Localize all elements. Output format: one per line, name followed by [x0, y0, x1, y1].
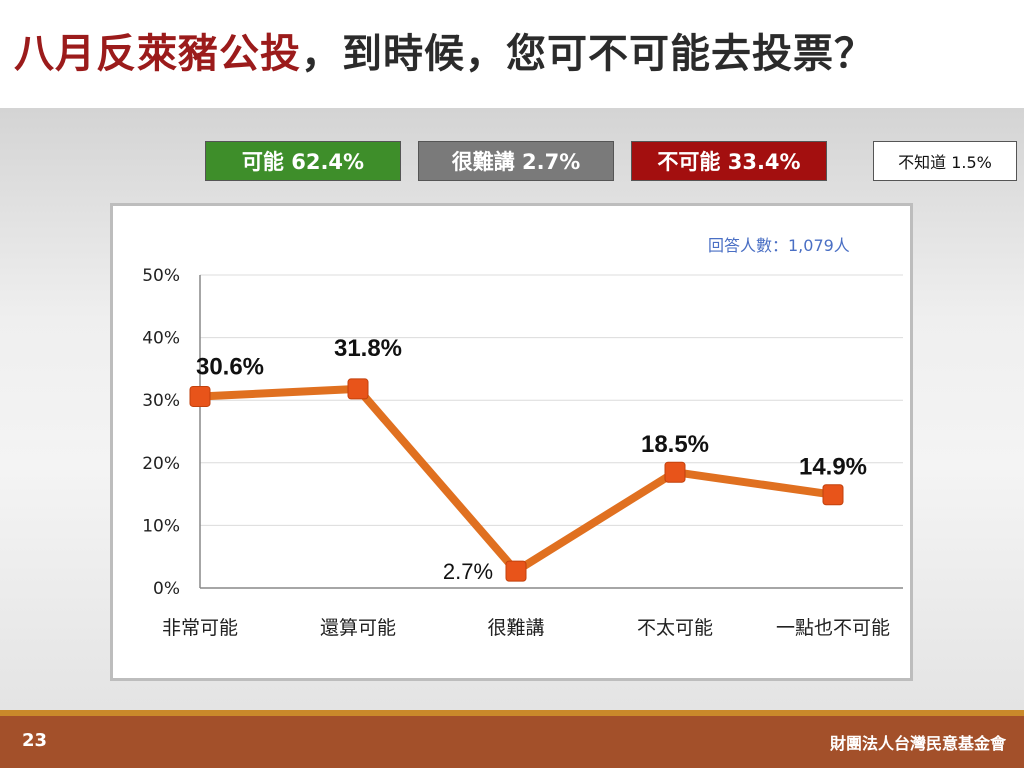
chart-panel	[110, 203, 913, 681]
title-bar: 八月反萊豬公投，到時候，您可不可能去投票？	[0, 0, 1024, 108]
y-tick-label: 10%	[142, 516, 180, 536]
x-tick-label: 非常可能	[162, 617, 238, 639]
data-label: 2.7%	[443, 559, 493, 584]
footer-divider	[0, 710, 1024, 716]
summary-likely-box: 可能 62.4%	[205, 141, 401, 181]
summary-hard-to-say-box: 很難講 2.7%	[418, 141, 614, 181]
title-rest: ，到時候，您可不可能去投票？	[301, 31, 875, 77]
data-label: 18.5%	[641, 431, 709, 458]
x-tick-label: 很難講	[487, 617, 544, 639]
data-point-marker	[347, 378, 369, 400]
data-point-marker	[189, 385, 211, 407]
y-tick-label: 30%	[142, 391, 180, 411]
data-point-marker	[505, 560, 527, 582]
footer-bar: 23 財團法人台灣民意基金會	[0, 716, 1024, 768]
respondent-count: 回答人數：1,079人	[708, 236, 850, 255]
data-point-marker	[664, 461, 686, 483]
organization-name: 財團法人台灣民意基金會	[829, 734, 1006, 753]
summary-unknown-box: 不知道 1.5%	[873, 141, 1017, 181]
page-title: 八月反萊豬公投，到時候，您可不可能去投票？	[14, 24, 875, 84]
x-tick-label: 不太可能	[637, 617, 713, 639]
data-label: 30.6%	[196, 353, 264, 380]
y-tick-label: 20%	[142, 454, 180, 474]
summary-unlikely-box: 不可能 33.4%	[631, 141, 827, 181]
page-number: 23	[22, 730, 48, 751]
y-tick-label: 50%	[142, 266, 180, 286]
data-label: 31.8%	[334, 335, 402, 362]
x-tick-label: 還算可能	[320, 617, 396, 639]
x-tick-label: 一點也不可能	[776, 617, 890, 639]
data-point-marker	[822, 484, 844, 506]
data-label: 14.9%	[799, 454, 867, 481]
series-line	[196, 384, 837, 576]
y-tick-label: 0%	[153, 579, 180, 599]
y-tick-label: 40%	[142, 329, 180, 349]
title-highlight: 八月反萊豬公投	[14, 31, 301, 77]
